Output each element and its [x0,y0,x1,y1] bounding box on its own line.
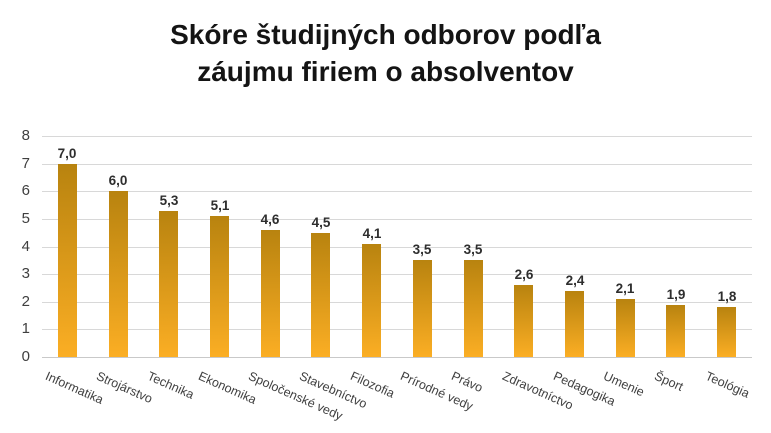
bar-value-label: 4,6 [260,212,280,227]
bar--port [666,305,685,357]
gridline-y-1 [42,329,752,330]
bar-pr-vo [464,260,483,357]
y-axis-tick-label: 3 [21,265,30,282]
gridline-y-4 [42,247,752,248]
bar-value-label: 2,1 [615,281,635,296]
bar-umenie [616,299,635,357]
bar-pedagogika [565,291,584,357]
gridline-y-0 [42,357,752,358]
bar-filozofia [362,244,381,357]
gridline-y-7 [42,164,752,165]
bar-informatika [58,164,77,357]
bar-value-label: 3,5 [412,242,432,257]
bar-value-label: 2,6 [514,267,534,282]
bar-stroj-rstvo [109,191,128,357]
bar-value-label: 4,5 [311,215,331,230]
y-axis-tick-label: 4 [21,238,30,255]
bar-technika [159,211,178,357]
bar-value-label: 6,0 [108,173,128,188]
bar-value-label: 4,1 [362,226,382,241]
bar-teol-gia [717,307,736,357]
bar-zdravotn-ctvo [514,285,533,357]
bar-pr-rodn-vedy [413,260,432,357]
y-axis-tick-label: 0 [21,348,30,365]
gridline-y-2 [42,302,752,303]
y-axis-tick-label: 5 [21,210,30,227]
bar-ekonomika [210,216,229,357]
y-axis-tick-label: 7 [21,155,30,172]
bar-stavebn-ctvo [311,233,330,357]
gridline-y-6 [42,191,752,192]
x-axis-category-label: Šport [652,369,686,394]
bar-value-label: 5,3 [159,193,179,208]
bar-value-label: 5,1 [210,198,230,213]
chart-title: Skóre študijných odborov podľa záujmu fi… [0,16,771,90]
bar-value-label: 1,8 [717,289,737,304]
y-axis-tick-label: 6 [21,182,30,199]
y-axis-tick-label: 2 [21,293,30,310]
gridline-y-8 [42,136,752,137]
bar-spolo-ensk-vedy [261,230,280,357]
chart-title-line-1: Skóre študijných odborov podľa [170,19,601,50]
bar-value-label: 3,5 [463,242,483,257]
x-axis-category-label: Strojárstvo [94,369,155,407]
y-axis-tick-label: 1 [21,320,30,337]
bar-value-label: 1,9 [666,287,686,302]
chart-title-line-2: záujmu firiem o absolventov [197,56,574,87]
y-axis-tick-label: 8 [21,127,30,144]
x-axis-category-label: Teológia [703,369,752,401]
bar-value-label: 7,0 [57,146,77,161]
gridline-y-3 [42,274,752,275]
bar-value-label: 2,4 [565,273,585,288]
gridline-y-5 [42,219,752,220]
